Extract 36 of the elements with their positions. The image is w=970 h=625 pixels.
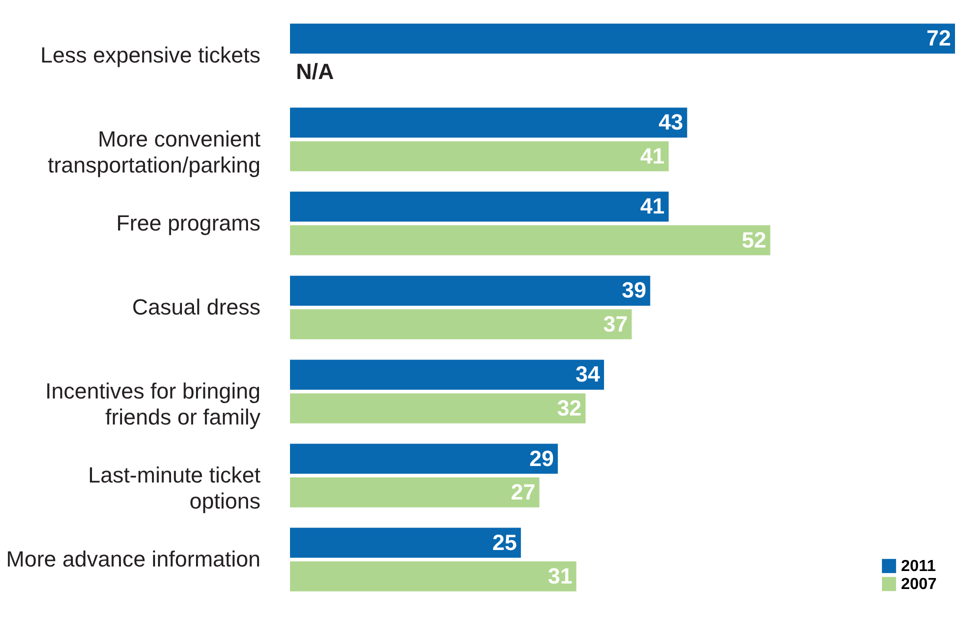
y-tick-label: More convenient transportation/parking — [48, 126, 260, 178]
bar — [290, 528, 521, 558]
data-label: 27 — [510, 479, 536, 504]
data-label: 39 — [622, 278, 646, 303]
data-label: 31 — [548, 563, 572, 588]
bar — [290, 444, 558, 474]
y-tick-label: Last-minute ticket options — [88, 462, 260, 514]
bar — [290, 561, 576, 592]
y-tick-label: More advance information — [6, 546, 260, 572]
y-tick-label: Less expensive tickets — [40, 42, 260, 68]
data-label: 34 — [576, 362, 601, 387]
bar — [290, 225, 770, 256]
bar — [290, 108, 688, 138]
y-tick-label: Casual dress — [132, 294, 260, 320]
data-label: 52 — [742, 227, 766, 252]
y-tick-label: Free programs — [116, 210, 260, 236]
data-label: 43 — [658, 110, 684, 135]
bar — [290, 192, 669, 222]
bar — [290, 309, 632, 340]
data-label: 37 — [603, 311, 628, 336]
bar — [290, 276, 650, 306]
bar — [290, 24, 955, 54]
text: N/A — [296, 59, 334, 84]
data-label: 32 — [557, 395, 582, 420]
legend-label: 2011 — [901, 558, 936, 575]
legend-label: 2007 — [901, 576, 937, 593]
bar — [290, 141, 669, 172]
data-label: 29 — [529, 446, 554, 471]
bar — [290, 477, 540, 508]
data-label: 41 — [640, 143, 665, 168]
data-label: 25 — [492, 530, 517, 555]
data-label: 72 — [926, 26, 951, 51]
bar — [290, 360, 604, 390]
y-tick-label: Incentives for bringing friends or family — [45, 378, 260, 430]
data-label: 41 — [640, 194, 665, 219]
bar — [290, 393, 586, 424]
